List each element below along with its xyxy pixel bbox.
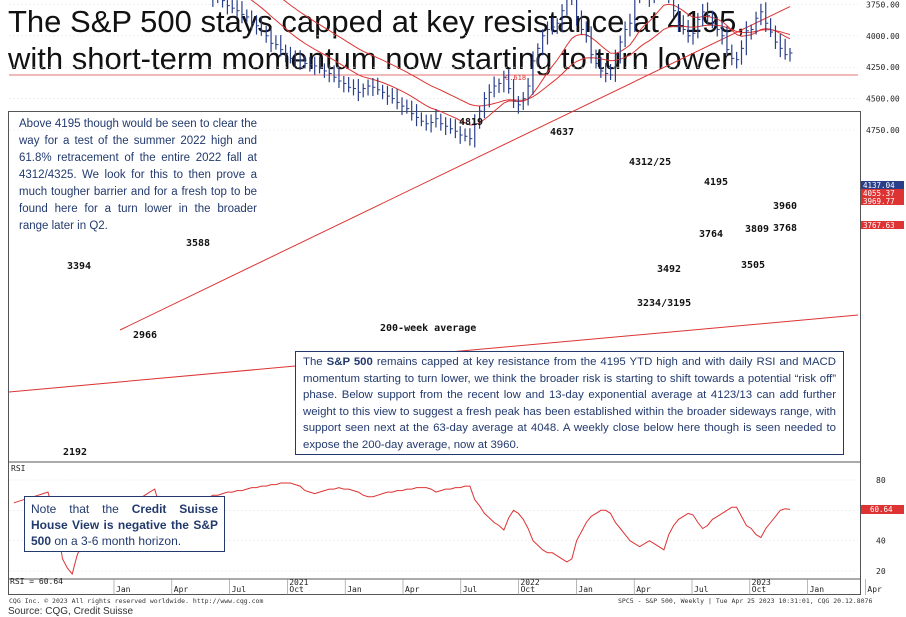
value-tag-label: 4137.04 [863, 181, 895, 190]
level-label: 2966 [133, 330, 157, 341]
chart-frame [8, 111, 861, 595]
level-label: 200-week average [380, 323, 476, 334]
price-tick-label: 4500.00 [866, 95, 900, 104]
rsi-value-label: 60.64 [870, 505, 893, 514]
ema-30-week [282, 0, 791, 107]
year-label: 2022 [520, 578, 539, 587]
level-label: 3394 [67, 261, 91, 272]
rsi-title: RSI [11, 464, 26, 473]
month-label: Jan [116, 585, 131, 594]
level-label: 2192 [63, 447, 87, 458]
note-house-b: Credit Suisse House View is negative the… [31, 502, 218, 548]
note-main-post: remains capped at key resistance from th… [303, 356, 836, 451]
footer-chart-info: SPC5 - S&P 500, Weekly | Tue Apr 25 2023… [618, 597, 872, 605]
month-label: Apr [174, 585, 189, 594]
value-tag-box [861, 181, 904, 189]
level-label: 3492 [657, 264, 681, 275]
note-house-c: on a 3-6 month horizon. [51, 534, 182, 548]
month-label: Oct [289, 585, 304, 594]
source-note: Source: CQG, Credit Suisse [8, 606, 134, 617]
level-label: 4637 [550, 127, 574, 138]
value-tag-label: 3969.77 [863, 197, 895, 206]
year-label: 2023 [752, 578, 771, 587]
page-title: The S&P 500 stays capped at key resistan… [8, 3, 898, 77]
month-label: Jul [463, 585, 478, 594]
price-tick-label: 4750.00 [866, 126, 900, 135]
month-label: Jan [810, 585, 825, 594]
note-main: The S&P 500 remains capped at key resist… [295, 351, 844, 455]
rsi-tick-label: 80 [876, 476, 886, 485]
level-label: 3764 [699, 229, 723, 240]
month-label: Apr [867, 585, 882, 594]
note-main-bold: S&P 500 [326, 356, 373, 368]
note-house-a: Note that the [31, 502, 132, 516]
level-label: 3505 [741, 260, 765, 271]
level-label: 3809 [745, 224, 769, 235]
month-label: Oct [521, 585, 536, 594]
note-house-view: Note that the Credit Suisse House View i… [24, 496, 225, 552]
level-label: 3588 [186, 238, 210, 249]
level-label: 4819 [459, 117, 483, 128]
month-label: Jan [578, 585, 593, 594]
month-label: Apr [405, 585, 420, 594]
month-label: Apr [636, 585, 651, 594]
rsi-value-box [861, 505, 904, 514]
rsi-tick-label: 20 [876, 567, 886, 576]
month-label: Jul [232, 585, 247, 594]
note-main-pre: The [303, 356, 327, 368]
price-tick-label: 4000.00 [866, 32, 900, 41]
rsi-legend-label: RSI = 60.64 [10, 577, 63, 586]
price-tick-label: 4250.00 [866, 63, 900, 72]
level-label: 4312/25 [629, 157, 671, 168]
value-tag-label: 3767.63 [863, 221, 895, 230]
month-label: Jul [694, 585, 709, 594]
level-label: 3234/3195 [637, 298, 691, 309]
value-tag-box [861, 197, 904, 205]
month-label: Jan [347, 585, 362, 594]
footer-copyright: CQG Inc. © 2023 All rights reserved worl… [9, 597, 263, 605]
rsi-tick-label: 40 [876, 537, 886, 546]
level-label: 3768 [773, 223, 797, 234]
title-line-1: The S&P 500 stays capped at key resistan… [8, 4, 745, 39]
year-label: 2021 [289, 578, 308, 587]
month-label: Oct [752, 585, 767, 594]
ema-13-week [250, 0, 791, 126]
trend-support-line [119, 6, 791, 331]
value-tag-label: 4055.37 [863, 189, 895, 198]
note-top-left: Above 4195 though would be seen to clear… [19, 118, 257, 232]
level-label: 4195 [704, 177, 728, 188]
value-tag-box [861, 221, 904, 229]
value-tag-box [861, 189, 904, 197]
fib-label: 0.618 [505, 74, 526, 82]
price-tick-label: 3750.00 [866, 0, 900, 9]
level-label: 3960 [773, 201, 797, 212]
